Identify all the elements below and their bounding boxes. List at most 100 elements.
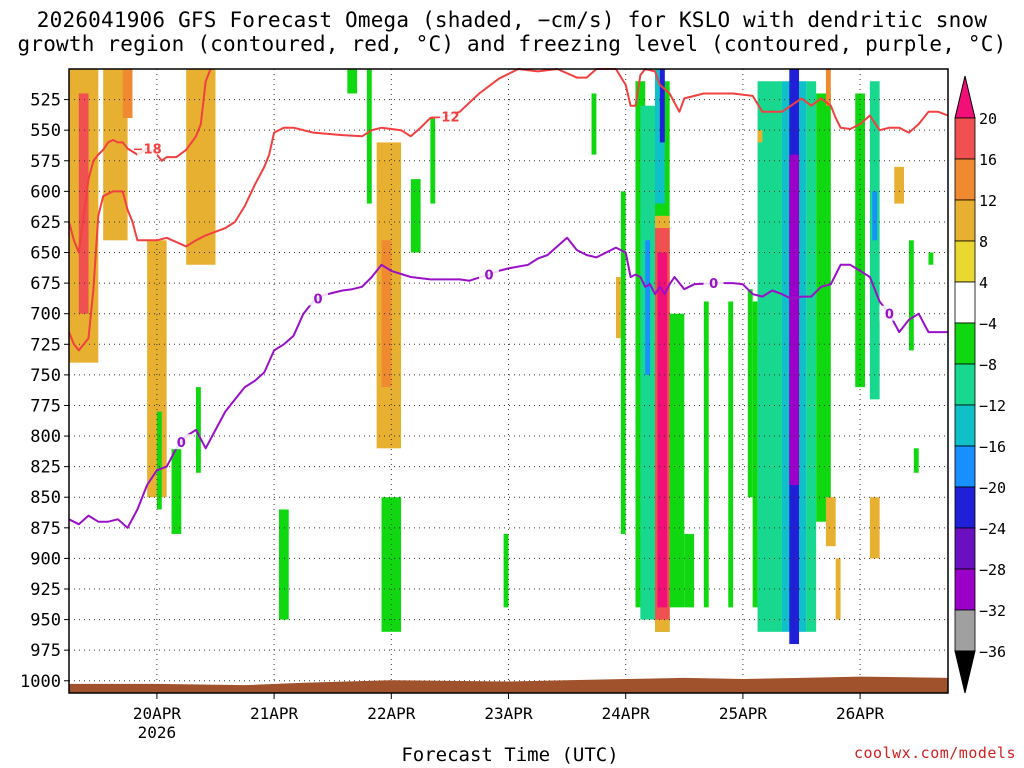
freezing-level-label: 0 (709, 277, 718, 292)
gridlines (69, 69, 948, 693)
y-tick-label: 850 (30, 488, 61, 508)
omega-cell (591, 93, 597, 155)
omega-cell (806, 81, 817, 632)
omega-cell (195, 387, 201, 473)
dgz-contour-label-bg (435, 108, 456, 124)
dgz-contour-label: −12 (431, 110, 460, 125)
y-tick-label: 800 (30, 427, 61, 447)
colorbar-top-arrow (954, 75, 976, 119)
x-tick-label: 23APR (484, 704, 533, 723)
omega-cell (615, 277, 621, 339)
x-tick-label: 26APR (836, 704, 885, 723)
omega-cell (410, 179, 421, 253)
dgz-contour-line (68, 68, 212, 254)
omega-cell (430, 117, 436, 204)
chart-title: 2026041906 GFS Forecast Omega (shaded, −… (0, 8, 1024, 56)
chart-title-line-2: growth region (contoured, red, °C) and f… (17, 32, 1007, 56)
colorbar-label: −16 (979, 438, 1006, 456)
x-tick-label: 25APR (719, 704, 768, 723)
colorbar-band (954, 281, 976, 324)
contours: −18 −12 0 0 0 0 0 (68, 68, 949, 529)
omega-cell (894, 166, 905, 204)
colorbar-label: 8 (979, 233, 988, 251)
omega-cell (156, 411, 162, 510)
omega-cell (381, 240, 392, 388)
omega-cell (796, 81, 807, 632)
y-tick-label: 725 (30, 335, 61, 355)
freezing-level-label-bg (879, 305, 900, 321)
freezing-level-label-bg (478, 266, 499, 282)
omega-cell (825, 497, 836, 547)
colorbar-band (954, 322, 976, 365)
omega-cell (757, 81, 782, 632)
omega-cell (752, 301, 758, 608)
omega-cell (122, 69, 133, 118)
colorbar-label: 20 (979, 110, 997, 128)
colorbar-band (954, 117, 976, 160)
y-tick-label: 675 (30, 274, 61, 294)
colorbar-label: −36 (979, 643, 1006, 661)
omega-cell (913, 448, 919, 473)
colorbar-band (954, 404, 976, 447)
dgz-contour-label-bg (137, 140, 158, 156)
terrain-fill (68, 676, 949, 694)
omega-cell (757, 130, 763, 143)
omega-cell (728, 301, 734, 608)
colorbar-label: 4 (979, 274, 988, 292)
y-tick-label: 950 (30, 611, 61, 631)
omega-cell (855, 93, 865, 388)
x-tick-label: 24APR (602, 704, 651, 723)
colorbar: 20 16 12 8 4 −4 −8 −12 −16 −20 −24 −28 −32 −36 (954, 75, 1006, 694)
freezing-level-label-bg (171, 434, 192, 450)
omega-cell (645, 240, 651, 375)
freezing-level-label: 0 (484, 269, 493, 284)
chart-title-line-1: 2026041906 GFS Forecast Omega (shaded, −… (36, 8, 988, 32)
source-credit: coolwx.com/models (853, 744, 1016, 762)
colorbar-label: 12 (979, 192, 997, 210)
freezing-level-label-bg (308, 290, 329, 306)
omega-cell (78, 93, 89, 314)
omega-cell (669, 313, 685, 608)
omega-cell (781, 81, 792, 632)
freezing-level-label: 0 (314, 292, 323, 307)
omega-cell (928, 252, 934, 265)
omega-cell (908, 240, 914, 351)
omega-cell (278, 509, 289, 620)
y-tick-label: 575 (30, 152, 61, 172)
omega-cell (835, 558, 841, 620)
omega-shading (69, 69, 934, 645)
colorbar-band (954, 445, 976, 488)
colorbar-label: −32 (979, 602, 1006, 620)
omega-cell (503, 533, 509, 608)
omega-cell (620, 191, 626, 534)
omega-cell (347, 69, 358, 94)
omega-cell (816, 93, 831, 522)
y-tick-label: 975 (30, 641, 61, 661)
colorbar-label: −12 (979, 397, 1006, 415)
y-tick-label: 875 (30, 519, 61, 539)
dgz-contour-label: −18 (133, 143, 162, 158)
colorbar-band (954, 568, 976, 611)
x-tick-label: 21APR (250, 704, 299, 723)
colorbar-label: −20 (979, 479, 1006, 497)
freezing-level-label: 0 (885, 308, 894, 323)
omega-cell (366, 69, 372, 204)
y-tick-label: 925 (30, 580, 61, 600)
x-tick-sublabel: 2026 (138, 723, 177, 742)
omega-cell (872, 191, 878, 241)
y-tick-label: 825 (30, 458, 61, 478)
ground-surface (68, 676, 949, 694)
colorbar-band (954, 240, 976, 283)
y-tick-label: 750 (30, 366, 61, 386)
y-tick-label: 625 (30, 213, 61, 233)
x-axis-label: Forecast Time (UTC) (401, 744, 619, 766)
colorbar-band (954, 158, 976, 201)
colorbar-label: −8 (979, 356, 997, 374)
y-tick-label: 550 (30, 121, 61, 141)
omega-cell (703, 301, 709, 608)
omega-cell (789, 154, 800, 485)
omega-cell (659, 69, 665, 143)
colorbar-band (954, 609, 976, 652)
